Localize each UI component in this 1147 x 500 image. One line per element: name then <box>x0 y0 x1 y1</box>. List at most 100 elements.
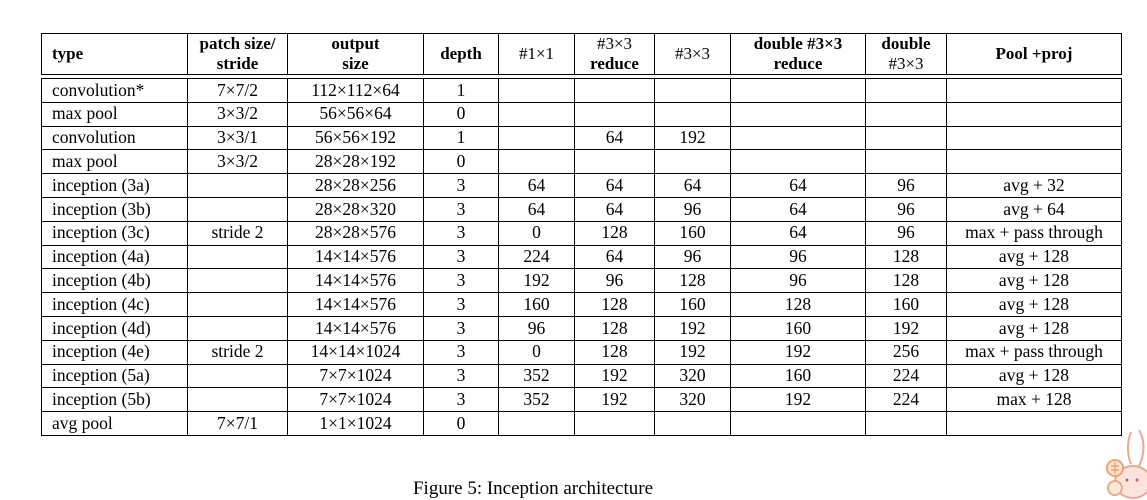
cell-depth: 3 <box>423 339 499 365</box>
cell-pool: max + 128 <box>946 387 1122 413</box>
cell-type: convolution* <box>41 78 188 103</box>
cell-c3x3reduce: 192 <box>574 363 655 389</box>
cell-c3x3reduce <box>574 101 655 127</box>
cell-c1x1: 96 <box>498 315 575 341</box>
cell-d3x3: 160 <box>865 292 947 317</box>
cell-d3x3reduce <box>730 101 866 127</box>
cell-output: 28×28×192 <box>287 149 424 175</box>
cell-output: 14×14×1024 <box>287 339 424 365</box>
cell-type: inception (4b) <box>41 268 188 294</box>
cell-type: inception (3c) <box>41 220 188 246</box>
table-row: inception (4a) 14×14×576 3 224 64 96 96 128 avg … <box>41 244 1122 270</box>
cell-type: avg pool <box>41 411 188 436</box>
cell-output: 56×56×192 <box>287 125 424 151</box>
cell-patch: stride 2 <box>187 220 288 246</box>
table-row: max pool 3×3/2 56×56×64 0 <box>41 101 1122 127</box>
cell-pool: avg + 128 <box>946 244 1122 270</box>
cell-c3x3: 64 <box>654 173 731 198</box>
cell-c3x3reduce <box>574 149 655 175</box>
cell-c3x3: 160 <box>654 220 731 246</box>
cell-c3x3: 192 <box>654 315 731 341</box>
cell-d3x3 <box>865 411 947 436</box>
cell-c1x1: 160 <box>498 292 575 317</box>
cell-patch <box>187 387 288 413</box>
cell-d3x3reduce <box>730 78 866 103</box>
table-body: convolution* 7×7/2 112×112×64 1 max pool 3×3/… <box>41 74 1122 436</box>
cell-d3x3reduce: 192 <box>730 339 866 365</box>
cell-c3x3reduce: 128 <box>574 339 655 365</box>
table-row: inception (3b) 28×28×320 3 64 64 96 64 96 avg + … <box>41 196 1122 222</box>
cell-c3x3: 192 <box>654 339 731 365</box>
cell-pool: avg + 128 <box>946 315 1122 341</box>
cell-c3x3: 160 <box>654 292 731 317</box>
cell-pool: max + pass through <box>946 220 1122 246</box>
cell-d3x3reduce: 96 <box>730 244 866 270</box>
cell-c3x3: 320 <box>654 387 731 413</box>
cell-patch: 3×3/2 <box>187 149 288 175</box>
table-row: inception (4e) stride 2 14×14×1024 3 0 128 192… <box>41 339 1122 365</box>
header-row: type patch size/ stride output size dept… <box>41 33 1122 75</box>
cell-type: inception (4c) <box>41 292 188 317</box>
cell-pool: avg + 64 <box>946 196 1122 222</box>
cell-d3x3 <box>865 149 947 175</box>
cell-type: max pool <box>41 149 188 175</box>
cell-c3x3 <box>654 411 731 436</box>
cell-patch: stride 2 <box>187 339 288 365</box>
cell-c1x1 <box>498 149 575 175</box>
cell-c3x3reduce: 128 <box>574 292 655 317</box>
cell-output: 112×112×64 <box>287 78 424 103</box>
table-row: inception (5a) 7×7×1024 3 352 192 320 160 224 av… <box>41 363 1122 389</box>
cell-d3x3: 96 <box>865 220 947 246</box>
cell-depth: 3 <box>423 292 499 317</box>
table-row: inception (5b) 7×7×1024 3 352 192 320 192 224 ma… <box>41 387 1122 413</box>
cell-output: 1×1×1024 <box>287 411 424 436</box>
cell-depth: 0 <box>423 101 499 127</box>
cell-output: 14×14×576 <box>287 244 424 270</box>
header-double-3x3: double #3×3 <box>865 33 947 75</box>
cell-patch <box>187 363 288 389</box>
cell-c3x3reduce: 128 <box>574 220 655 246</box>
cell-d3x3: 224 <box>865 387 947 413</box>
header-pool-proj: Pool +proj <box>946 33 1122 75</box>
cell-pool: avg + 128 <box>946 363 1122 389</box>
header-output-size: output size <box>287 33 424 75</box>
cell-output: 28×28×320 <box>287 196 424 222</box>
cell-d3x3reduce: 192 <box>730 387 866 413</box>
cell-d3x3reduce <box>730 149 866 175</box>
cell-type: convolution <box>41 125 188 151</box>
table-row: inception (3a) 28×28×256 3 64 64 64 64 96 avg + … <box>41 173 1122 198</box>
header-rule <box>41 74 1122 79</box>
cell-d3x3: 256 <box>865 339 947 365</box>
cell-c1x1: 224 <box>498 244 575 270</box>
table-row: avg pool 7×7/1 1×1×1024 0 <box>41 411 1122 436</box>
cell-d3x3reduce <box>730 125 866 151</box>
cell-pool <box>946 125 1122 151</box>
cell-depth: 3 <box>423 363 499 389</box>
cell-c3x3reduce: 128 <box>574 315 655 341</box>
table-row: inception (4c) 14×14×576 3 160 128 160 128 160 a… <box>41 292 1122 317</box>
cell-c1x1: 64 <box>498 173 575 198</box>
cell-output: 14×14×576 <box>287 268 424 294</box>
header-type: type <box>41 33 188 75</box>
cell-depth: 3 <box>423 244 499 270</box>
cell-c1x1: 352 <box>498 363 575 389</box>
cell-c3x3: 320 <box>654 363 731 389</box>
cell-output: 14×14×576 <box>287 292 424 317</box>
cell-d3x3: 192 <box>865 315 947 341</box>
inception-architecture-table: type patch size/ stride output size dept… <box>41 33 1122 436</box>
header-depth: depth <box>423 33 499 75</box>
cell-pool: avg + 32 <box>946 173 1122 198</box>
cell-c1x1 <box>498 78 575 103</box>
cell-d3x3reduce: 96 <box>730 268 866 294</box>
cell-output: 7×7×1024 <box>287 363 424 389</box>
cell-d3x3: 128 <box>865 268 947 294</box>
cell-c3x3: 96 <box>654 196 731 222</box>
cell-pool: avg + 128 <box>946 292 1122 317</box>
cell-c3x3reduce <box>574 411 655 436</box>
cell-c1x1: 0 <box>498 339 575 365</box>
cell-type: inception (3a) <box>41 173 188 198</box>
header-1x1: #1×1 <box>498 33 575 75</box>
cell-type: inception (5b) <box>41 387 188 413</box>
cell-depth: 1 <box>423 78 499 103</box>
cell-patch <box>187 196 288 222</box>
